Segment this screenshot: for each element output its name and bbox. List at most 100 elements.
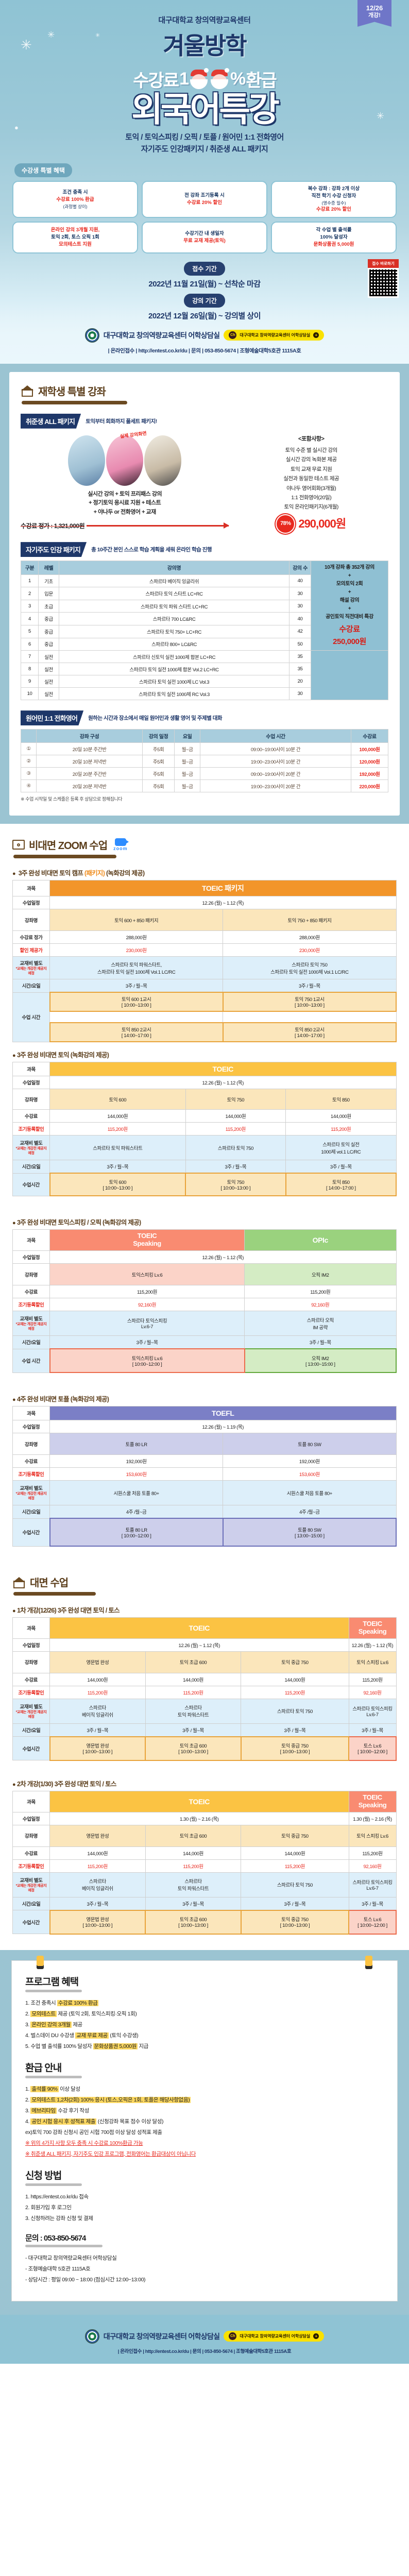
footer-kakao-button[interactable]: Ch 대구대학교 창의역량교육센터 어학상담실 + [224, 2331, 325, 2342]
benefit-note: (과정별 상이) [63, 204, 88, 209]
cell: 월~금 [174, 742, 201, 756]
cell: 192,000원 [49, 1454, 224, 1468]
cell: 20일 10분 주간반 [36, 742, 143, 756]
table-row: 할인 제공가 230,000원 230,000원 [12, 943, 397, 957]
row-label: 수업일정 [12, 1250, 50, 1264]
row-label: 수업일정 [12, 1076, 50, 1090]
benefit-card: 수강기간 내 생일자 무료 교재 제공(토익) [142, 221, 267, 253]
cell-price: 115,200원 [49, 1859, 146, 1873]
cell: 3주 / 월~목 [49, 1335, 245, 1349]
col-header [21, 729, 37, 743]
cell-price: 230,000원 [223, 943, 397, 957]
side-line: 10개 강좌 총 352개 강의 [325, 564, 374, 570]
table-row: 수업시간 영문법 완성 [ 10:00~13:00 ] 토익 초급 600 [ 10… [12, 1736, 397, 1761]
table-row: 수강료 192,000원 192,000원 [12, 1454, 397, 1468]
subject-header: TOEIC 패키지 [49, 880, 397, 897]
cell-price: 115,200원 [285, 1122, 397, 1136]
list-item: 3. 온라인 강의 3개월 제공 [25, 2020, 384, 2030]
item-prefix: 3. [25, 2107, 31, 2114]
ribbon-word: 개강! [368, 12, 381, 19]
table-row: 토익 850 2교시 [ 14:00~17:00 ] 토익 850 2교시 [ 1… [13, 1022, 397, 1043]
subject-header: TOEIC Speaking [49, 1229, 245, 1251]
all-package-right: <포함사항> 토익 수준 별 실시간 강의 실시간 강의 녹화본 제공 토익 교… [234, 432, 388, 534]
table-header-row: 강좌 구성 강의 일정 요일 수업 시간 수강료 [21, 729, 388, 743]
qr-code-image[interactable] [368, 267, 399, 298]
cell: 1.30 (월) ~ 2.16 (목) [49, 1811, 349, 1825]
lecture-photos: 실제 강의화면 [21, 431, 229, 486]
notice-sheet: 프로그램 혜택 1. 조건 충족시 수강료 100% 환급 2. 모의테스트 제… [11, 1955, 398, 2301]
table-row: 강좌명 토플 80 LR 토플 80 SW [12, 1433, 397, 1455]
footer-org-name: 대구대학교 창의역량교육센터 어학상담실 [103, 2332, 220, 2341]
cell: 12.26 (월) ~ 1.19 (목) [49, 1420, 397, 1434]
plus-icon[interactable]: + [313, 332, 319, 338]
cell: 115,200원 [348, 1672, 397, 1686]
kakao-channel-icon: Ch [229, 2332, 237, 2341]
page-footer: 대구대학교 창의역량교육센터 어학상담실 Ch 대구대학교 창의역량교육센터 어… [0, 2314, 409, 2364]
row-label: 수업 시간 [12, 992, 50, 1042]
qr-apply-box[interactable]: 접수 바로하기 [368, 259, 399, 298]
cell: 3주 / 월~목 [49, 979, 224, 993]
row-label: 시간/요일 [12, 979, 50, 993]
kakao-channel-button[interactable]: Ch 대구대학교 창의역량교육센터 어학상담실 + [224, 330, 325, 341]
cell: 35 [289, 663, 311, 676]
phone-english-table: 강좌 구성 강의 일정 요일 수업 시간 수강료 ① 20일 10분 주간반 주5회… [21, 729, 388, 793]
offline-second-table: 과목 TOEIC TOEIC Speaking 수업일정 1.30 (월) ~ 2.1… [12, 1790, 397, 1935]
row-label-sub: *교재는 개강전 재공지 예정 [15, 1323, 47, 1331]
subject-line-1: 토익 / 토익스피킹 / 오픽 / 토플 / 원어민 1:1 전화영어 [125, 132, 284, 142]
row-label-main: 교재비 별도 [20, 1316, 43, 1323]
cell-price: 230,000원 [49, 943, 224, 957]
cell: 스파르타 토익 파워스타트 [49, 1135, 186, 1161]
table-row: 수업일정 12.26 (월) ~ 1.12 (목) 12.26 (월) ~ 1.12… [12, 1638, 397, 1652]
cell: 3주 / 월~목 [49, 1160, 186, 1174]
cell: 9 [21, 675, 39, 688]
benefit-line: 조건 충족 시 [62, 190, 88, 196]
cell: 288,000원 [223, 930, 397, 944]
row-label: 강좌명 [12, 1263, 50, 1286]
cell: 토익 중급 750 [ 10:00~13:00 ] [240, 1736, 350, 1761]
cell: 오픽 IM2 [244, 1263, 397, 1286]
lecture-photo [68, 435, 106, 486]
all-package-desc: 토익부터 회화까지 풀세트 패키지! [86, 418, 157, 425]
list-item: 2. 모의테스트 1,2차(2회) 100% 응시 (토스,오픽은 1회, 토플… [25, 2095, 384, 2106]
row-label: 강좌명 [12, 1089, 50, 1110]
cell: 20일 20분 저녁반 [36, 779, 143, 793]
hero-section: 12/26 개강! ✳ ✳ ✳ ✳ ● 대구대학교 창의역량교육센터 겨울방학 … [0, 0, 409, 364]
zoom-section: 비대면 ZOOM 수업 zoom 3주 완성 비대면 토익 캠프 (패키지) (… [0, 824, 409, 1563]
list-item: 4. 벌스데이 DU 수강생 교재 무료 제공 (토익 수강생) [25, 2030, 384, 2041]
row-label-main: 교재비 별도 [20, 1878, 43, 1884]
table-row: 교재비 별도 *교재는 개강전 재공지 예정 시원스쿨 처음 토플 80+ 시원스쿨 … [12, 1480, 397, 1506]
all-package-price-row: 수강료 정가 : 1,321,000원 [21, 521, 230, 530]
content-item: 야나두 영어회화(3개월) [286, 485, 336, 492]
refund-warning-1: ※ 위의 4가지 사항 모두 충족 시 수강료 100%환급 가능 [25, 2140, 143, 2146]
row-label: 수업시간 [12, 1173, 50, 1196]
ribbon-date: 12/26 [366, 4, 383, 12]
list-item[interactable]: 1. https://entest.co.kr/du 접속 [25, 2193, 89, 2200]
content-item: 실전과 동일한 테스트 제공 [283, 476, 339, 482]
cell: 19:00~23:00사이 20분 간 [200, 779, 351, 793]
benefit-line: 토익 2회, 토스 오픽 1회 [51, 234, 99, 240]
class-period-label: 강의 기간 [184, 293, 225, 308]
refund-list: 1. 출석률 90% 이상 달성 2. 모의테스트 1,2차(2회) 100% … [25, 2084, 384, 2127]
subject-header: TOEIC Speaking [348, 1617, 397, 1639]
list-item: 3. 신청하려는 강좌 신청 및 결제 [25, 2215, 93, 2222]
cell: 144,000원 [285, 1109, 397, 1123]
row-label: 시간/요일 [12, 1505, 50, 1519]
cell: 토익 초급 600 [ 10:00~13:00 ] [145, 1736, 242, 1761]
cell: 중급 [38, 625, 59, 638]
cell: 19:00~23:00사이 10분 간 [200, 755, 351, 768]
cell: 스파르타 토익 750 [241, 1698, 349, 1724]
row-label-sub: *교재는 개강전 재공지 예정 [15, 1710, 47, 1719]
self-package-tag: 자기주도 인강 패키지 [21, 542, 87, 557]
table-row: 과목 TOEIC 패키지 [12, 880, 397, 897]
cell: 토익 600 1교시 [ 10:00~13:00 ] [49, 992, 224, 1012]
plus-icon[interactable]: + [313, 2333, 319, 2340]
cell: 20일 20분 주간반 [36, 767, 143, 781]
table-row: 수강료 115,200원 115,200원 [12, 1285, 397, 1299]
table-row: 수강료 144,000원 144,000원 144,000원 115,200원 [12, 1846, 397, 1860]
row-label: 교재비 별도 *교재는 개강전 재공지 예정 [12, 1698, 50, 1724]
content-item: 토익 온라인패키지(6개월) [284, 504, 339, 511]
cell-price: 115,200원 [241, 1859, 349, 1873]
contents-title: <포함사항> [298, 435, 325, 442]
regular-price: 수강료 정가 : 1,321,000원 [21, 522, 85, 530]
row-label-main: 교재비 별도 [20, 1704, 43, 1710]
